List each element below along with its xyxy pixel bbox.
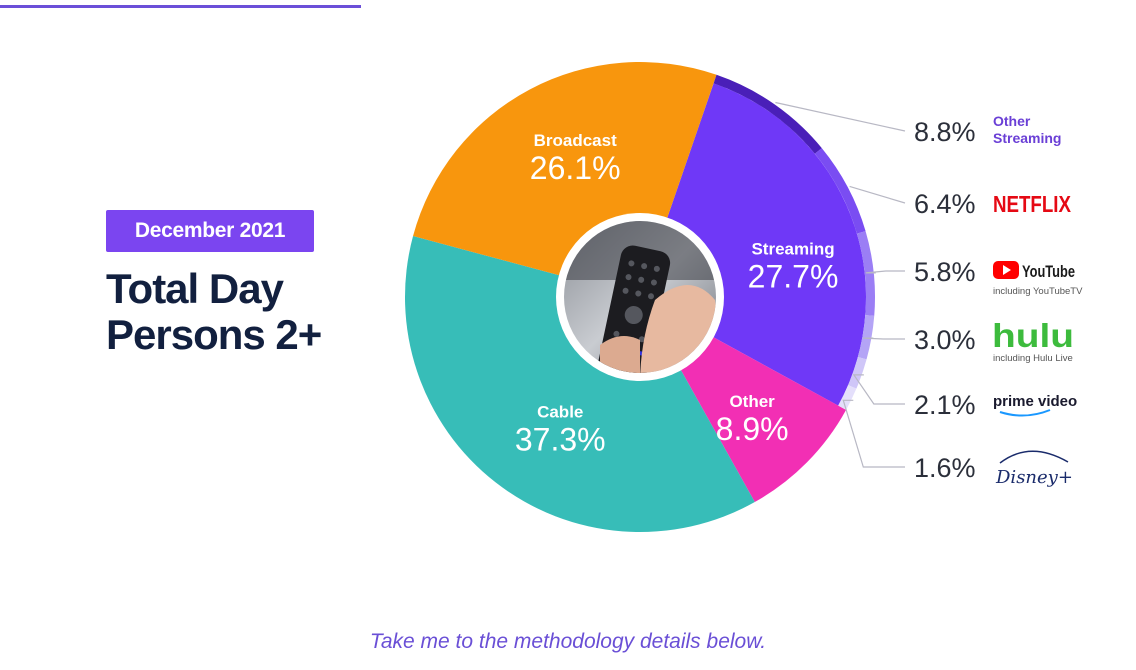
methodology-link[interactable]: Take me to the methodology details below… xyxy=(369,630,767,653)
ring-segment-1 xyxy=(814,148,866,234)
breakdown-leader-lines xyxy=(775,101,906,468)
slice-value-broadcast: 26.1% xyxy=(530,150,621,186)
ring-segment-5 xyxy=(838,385,857,410)
breakdown-values: 8.8% 6.4% 5.8% 3.0% 2.1% 1.6% xyxy=(914,117,976,483)
share-donut-chart: Streaming27.7%Other8.9%Cable37.3%Broadca… xyxy=(405,61,1083,533)
prime-video-wordmark: prime video xyxy=(993,393,1077,410)
slice-cable xyxy=(405,236,755,533)
title-line-2: Persons 2+ xyxy=(106,311,322,358)
leader-line-3 xyxy=(863,337,905,340)
slice-value-other: 8.9% xyxy=(716,411,789,447)
page-title: Total Day Persons 2+ xyxy=(106,265,322,358)
breakdown-value-4: 2.1% xyxy=(914,390,976,420)
leader-line-2 xyxy=(865,270,905,274)
netflix-logo: NETFLIX xyxy=(993,191,1072,217)
prime-video-logo: prime video xyxy=(993,393,1077,417)
breakdown-value-5: 1.6% xyxy=(914,453,976,483)
title-line-1: Total Day xyxy=(106,265,284,312)
slice-label-streaming: Streaming xyxy=(751,239,834,258)
brand-other-streaming: Other Streaming xyxy=(993,113,1061,146)
hulu-sub: including Hulu Live xyxy=(993,353,1073,364)
breakdown-value-2: 5.8% xyxy=(914,257,976,287)
disney-plus-logo: Disney+ xyxy=(995,450,1073,488)
slice-label-other: Other xyxy=(729,392,775,411)
youtube-logo: YouTube including YouTubeTV xyxy=(993,261,1083,297)
ring-segment-4 xyxy=(848,357,867,389)
youtube-sub: including YouTubeTV xyxy=(993,286,1083,297)
slice-value-cable: 37.3% xyxy=(515,422,606,458)
remote-control-photo xyxy=(556,213,724,381)
youtube-wordmark: YouTube xyxy=(1022,262,1075,281)
breakdown-value-0: 8.8% xyxy=(914,117,976,147)
leader-line-0 xyxy=(775,101,906,132)
breakdown-value-1: 6.4% xyxy=(914,189,976,219)
leader-line-1 xyxy=(849,185,906,204)
slice-value-streaming: 27.7% xyxy=(748,258,839,294)
slice-label-cable: Cable xyxy=(537,403,583,422)
leader-line-4 xyxy=(852,374,905,405)
breakdown-value-3: 3.0% xyxy=(914,325,976,355)
disney-wordmark: Disney+ xyxy=(995,467,1073,488)
netflix-wordmark: NETFLIX xyxy=(993,191,1072,217)
ring-segment-0 xyxy=(713,74,822,154)
leader-line-5 xyxy=(842,399,905,468)
date-badge: December 2021 xyxy=(106,210,314,252)
ring-segment-3 xyxy=(857,315,875,360)
other-streaming-label-1: Other xyxy=(993,113,1031,129)
other-streaming-label-2: Streaming xyxy=(993,130,1061,146)
slice-label-broadcast: Broadcast xyxy=(534,131,617,150)
hulu-wordmark: hulu xyxy=(992,317,1074,354)
hulu-logo: hulu including Hulu Live xyxy=(992,317,1074,364)
top-accent-rule xyxy=(0,5,361,8)
